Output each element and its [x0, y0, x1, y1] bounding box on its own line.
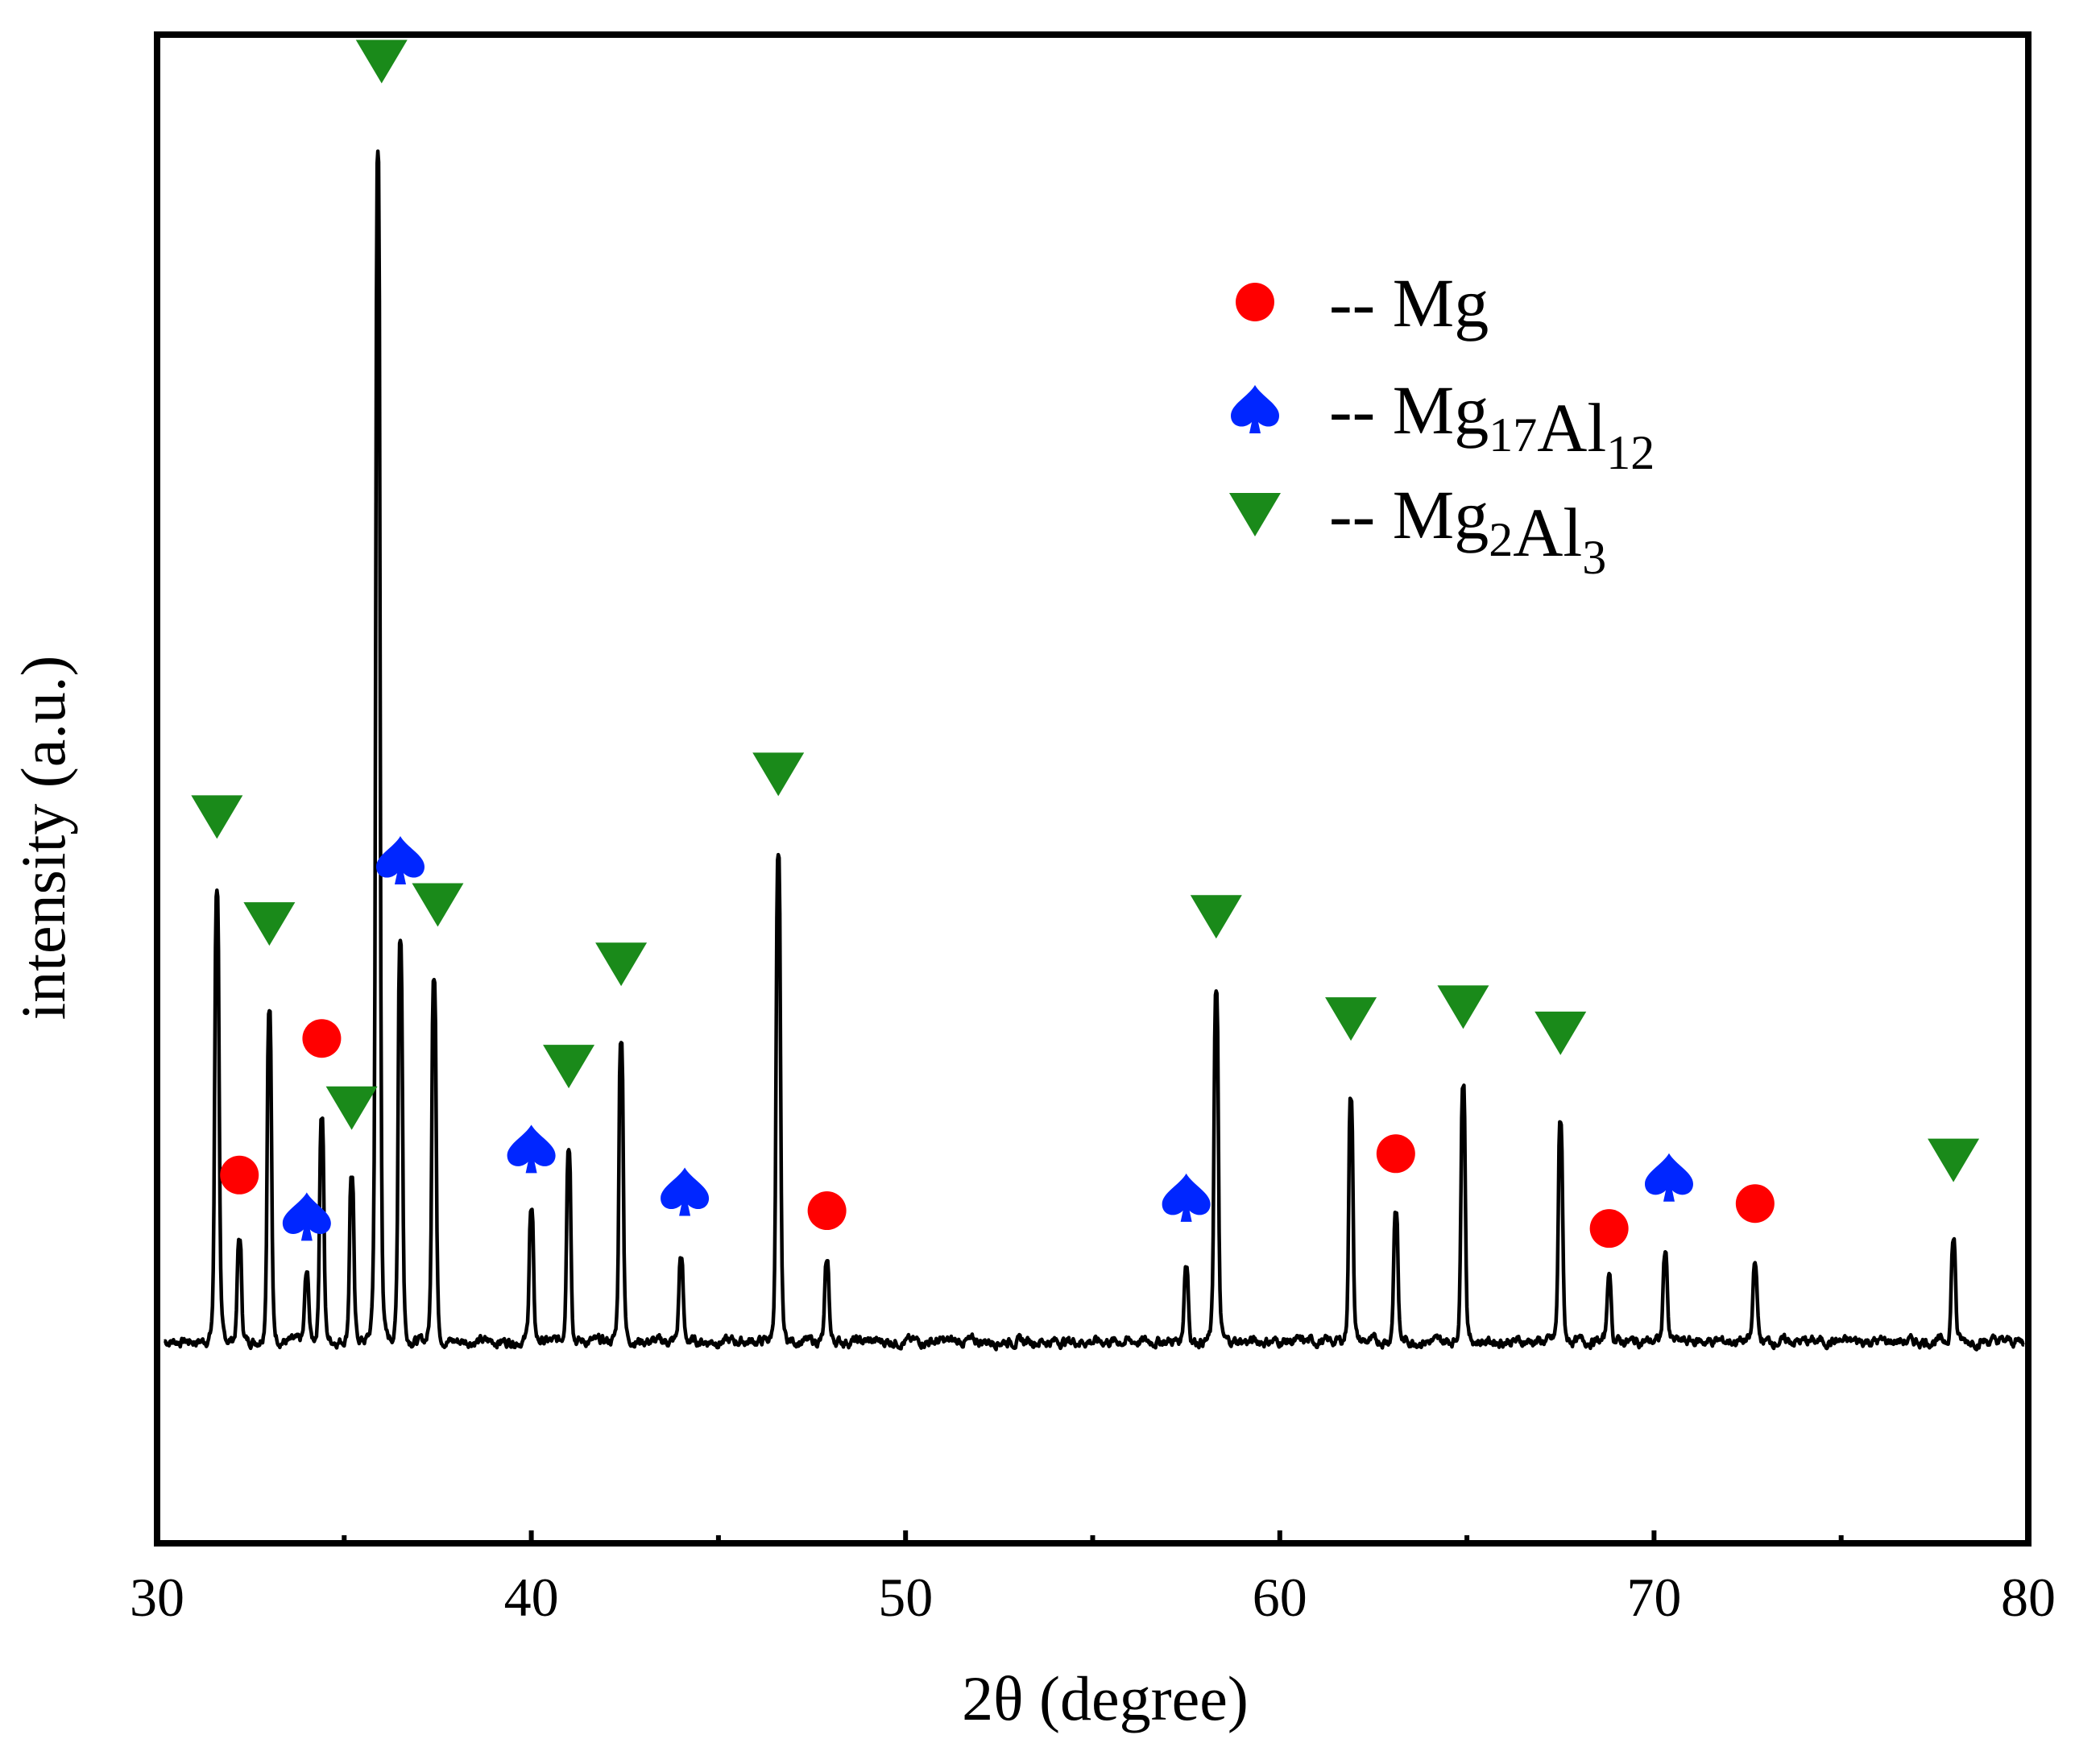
marker-mg2al3	[243, 902, 296, 946]
marker-mg2al3	[1437, 985, 1489, 1029]
marker-mg2al3	[595, 942, 648, 987]
legend-label: -- Mg2Al3	[1329, 476, 1606, 584]
marker-mg	[302, 1019, 342, 1058]
marker-mg	[1376, 1134, 1415, 1174]
marker-mg	[220, 1155, 259, 1195]
legend-label: -- Mg17Al12	[1329, 371, 1655, 479]
legend-item-mg17al12: -- Mg17Al12	[1231, 371, 1655, 479]
marker-mg2al3	[543, 1045, 595, 1089]
marker-mg17al12	[282, 1192, 331, 1241]
marker-mg2al3	[752, 752, 805, 797]
marker-mg2al3	[1928, 1138, 1980, 1182]
marker-mg	[1735, 1184, 1775, 1224]
marker-mg2al3	[355, 39, 408, 84]
x-tick-label: 60	[1253, 1567, 1307, 1628]
marker-mg2al3	[1535, 1011, 1587, 1055]
marker-mg17al12	[1162, 1173, 1211, 1222]
legend-item-mg: -- Mg	[1236, 264, 1489, 342]
legend-symbol-mg2al3	[1229, 493, 1281, 536]
x-tick-label: 80	[2001, 1567, 2056, 1628]
marker-mg17al12	[507, 1124, 556, 1174]
marker-mg2al3	[325, 1086, 378, 1130]
marker-mg2al3	[1190, 895, 1242, 939]
y-axis-title: intensity (a.u.)	[8, 656, 78, 1021]
plot-area	[163, 149, 2025, 1352]
legend: -- Mg -- Mg17Al12-- Mg2Al3	[1229, 264, 1655, 584]
marker-mg2al3	[1325, 997, 1377, 1041]
x-axis-title: 2θ (degree)	[962, 1663, 1249, 1733]
x-tick-label: 40	[504, 1567, 559, 1628]
marker-mg17al12	[661, 1167, 710, 1216]
marker-mg	[807, 1191, 847, 1231]
x-axis-ticks: 30 40 50 60 70 80	[130, 1530, 2056, 1628]
legend-label: -- Mg	[1329, 264, 1489, 342]
legend-item-mg2al3: -- Mg2Al3	[1229, 476, 1606, 584]
xrd-pattern-line	[163, 149, 2025, 1352]
marker-mg2al3	[191, 795, 243, 839]
x-tick-label: 70	[1626, 1567, 1681, 1628]
marker-mg2al3	[412, 883, 464, 927]
marker-mg17al12	[1644, 1153, 1693, 1202]
phase-markers	[191, 39, 1980, 1248]
legend-symbol-mg	[1236, 283, 1274, 321]
legend-symbol-mg17al12	[1231, 385, 1279, 433]
x-tick-label: 50	[878, 1567, 933, 1628]
marker-mg17al12	[375, 835, 425, 884]
marker-mg	[1589, 1209, 1629, 1248]
x-tick-label: 30	[130, 1567, 184, 1628]
